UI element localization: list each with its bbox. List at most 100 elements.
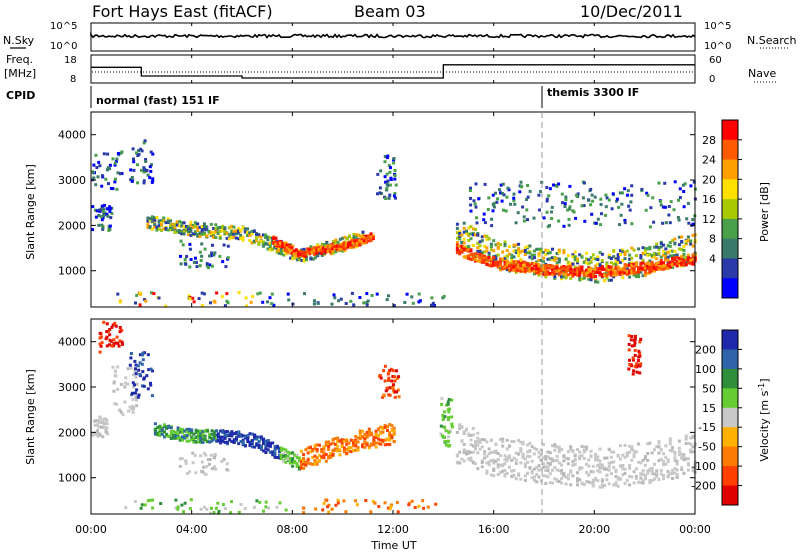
data-cell <box>630 261 634 265</box>
data-cell <box>181 428 185 431</box>
data-cell <box>156 433 160 437</box>
data-cell <box>288 451 292 455</box>
data-cell <box>604 213 608 217</box>
data-cell <box>375 292 379 296</box>
data-cell <box>589 470 593 473</box>
data-cell <box>297 466 301 470</box>
data-cell <box>537 254 541 258</box>
data-cell <box>655 252 659 256</box>
data-cell <box>505 195 509 199</box>
data-cell <box>609 278 613 282</box>
data-cell <box>310 247 314 251</box>
data-cell <box>219 435 223 439</box>
data-cell <box>632 358 635 362</box>
data-cell <box>635 362 639 366</box>
data-cell <box>255 232 259 236</box>
data-cell <box>569 276 573 280</box>
data-cell <box>519 250 523 254</box>
data-cell <box>386 154 390 158</box>
data-cell <box>476 246 480 250</box>
data-cell <box>487 460 491 464</box>
data-cell <box>469 450 473 454</box>
data-cell <box>483 254 487 258</box>
data-cell <box>155 228 159 232</box>
data-cell <box>494 451 498 455</box>
data-cell <box>384 180 388 184</box>
data-cell <box>356 440 360 444</box>
data-cell <box>691 258 695 261</box>
data-cell <box>171 227 175 231</box>
data-cell <box>627 204 631 208</box>
data-cell <box>585 462 588 466</box>
data-cell <box>209 230 213 234</box>
data-cell <box>537 273 541 277</box>
data-cell <box>566 268 570 272</box>
data-cell <box>621 259 625 262</box>
data-cell <box>692 180 696 184</box>
data-cell <box>619 464 622 468</box>
data-cell <box>248 432 252 436</box>
data-cell <box>677 450 681 454</box>
colorbar-swatch <box>722 199 738 220</box>
data-cell <box>467 457 471 461</box>
data-cell <box>268 248 272 252</box>
data-cell <box>187 227 191 231</box>
data-cell <box>143 376 146 380</box>
data-cell <box>569 271 573 275</box>
data-cell <box>220 460 224 463</box>
data-cell <box>514 249 518 253</box>
data-cell <box>478 256 482 260</box>
data-cell <box>580 268 584 272</box>
data-cell <box>283 242 287 246</box>
data-cell <box>250 241 254 245</box>
data-cell <box>102 422 106 426</box>
data-cell <box>198 250 202 254</box>
data-cell <box>313 246 316 250</box>
data-cell <box>392 161 396 165</box>
data-cell <box>344 510 348 514</box>
data-cell <box>312 302 316 306</box>
data-cell <box>571 274 575 278</box>
data-cell <box>641 472 645 476</box>
data-cell <box>652 220 656 224</box>
x-tick-label: 16:00 <box>478 523 510 536</box>
data-cell <box>501 440 505 444</box>
colorbar-label: -200 <box>691 480 716 493</box>
data-cell <box>462 448 466 452</box>
data-cell <box>535 271 539 275</box>
data-cell <box>200 242 204 246</box>
data-cell <box>112 381 116 385</box>
data-cell <box>393 174 397 178</box>
data-cell <box>646 459 650 462</box>
data-cell <box>628 363 632 366</box>
data-cell <box>614 270 618 274</box>
data-cell <box>508 444 511 448</box>
data-cell <box>280 252 283 256</box>
data-cell <box>223 430 227 434</box>
data-cell <box>126 382 130 386</box>
data-cell <box>223 304 227 308</box>
data-cell <box>585 251 588 255</box>
data-cell <box>363 440 367 444</box>
data-cell <box>173 226 177 230</box>
data-cell <box>557 469 561 473</box>
data-cell <box>258 500 262 504</box>
data-cell <box>278 448 281 452</box>
data-cell <box>467 257 471 260</box>
data-cell <box>215 429 219 433</box>
data-cell <box>648 245 652 249</box>
data-cell <box>257 440 261 444</box>
data-cell <box>465 248 468 252</box>
data-cell <box>376 428 380 432</box>
data-cell <box>576 192 580 196</box>
data-cell <box>366 299 370 303</box>
data-cell <box>119 410 123 414</box>
data-cell <box>580 270 584 274</box>
data-cell <box>510 266 514 270</box>
data-cell <box>358 433 362 437</box>
data-cell <box>632 248 636 252</box>
data-cell <box>306 250 310 254</box>
data-cell <box>285 245 289 249</box>
data-cell <box>212 511 216 514</box>
data-cell <box>514 477 518 481</box>
